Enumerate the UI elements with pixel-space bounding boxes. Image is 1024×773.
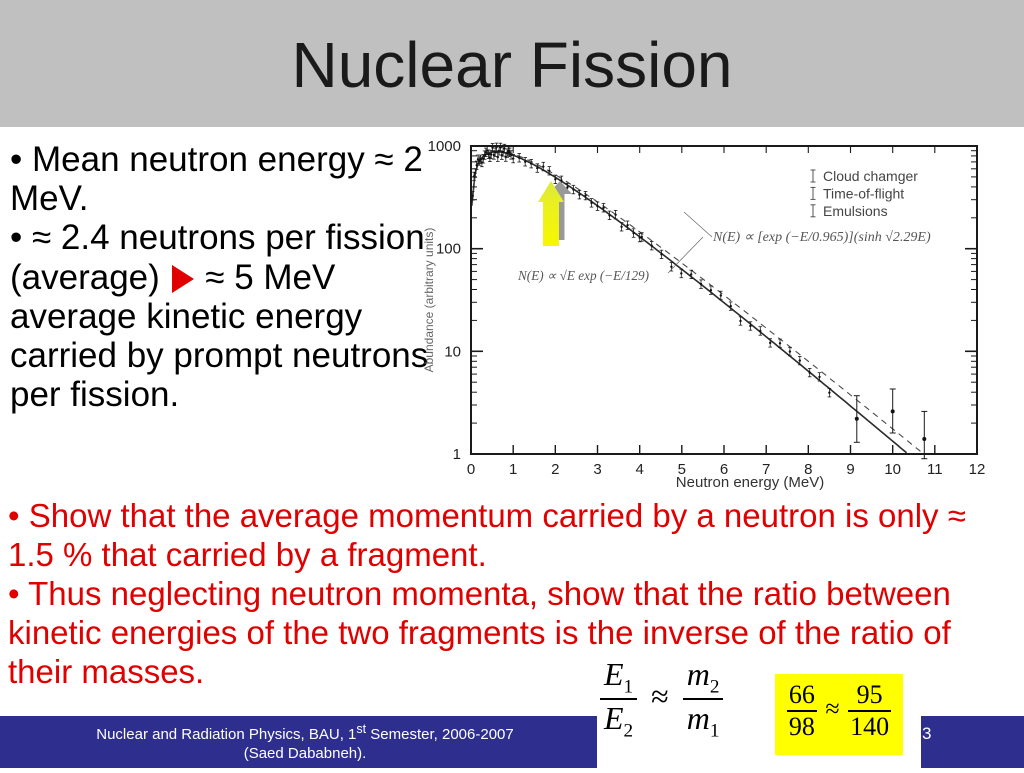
svg-text:Neutron energy (MeV): Neutron energy (MeV) [676,474,824,491]
svg-text:1: 1 [453,446,461,463]
svg-text:N(E) ∝ √E exp (−E/129): N(E) ∝ √E exp (−E/129) [517,268,649,283]
svg-text:Abundance (arbitrary units): Abundance (arbitrary units) [422,228,436,373]
svg-text:Time-of-flight: Time-of-flight [823,185,904,201]
svg-text:3: 3 [593,461,601,478]
svg-text:1000: 1000 [428,138,461,155]
svg-text:N(E) ∝ [exp (−E/0.965)](sinh √: N(E) ∝ [exp (−E/0.965)](sinh √2.29E) [712,230,931,245]
svg-text:11: 11 [927,461,943,478]
svg-text:0: 0 [467,461,475,478]
svg-text:Emulsions: Emulsions [823,203,888,219]
svg-text:9: 9 [846,461,854,478]
svg-text:1: 1 [509,461,517,478]
svg-text:4: 4 [636,461,644,478]
svg-text:12: 12 [969,461,986,478]
svg-text:Cloud chamger: Cloud chamger [823,168,918,184]
svg-text:2: 2 [551,461,559,478]
svg-text:10: 10 [884,461,901,478]
svg-text:10: 10 [444,343,461,360]
svg-text:100: 100 [436,241,461,258]
